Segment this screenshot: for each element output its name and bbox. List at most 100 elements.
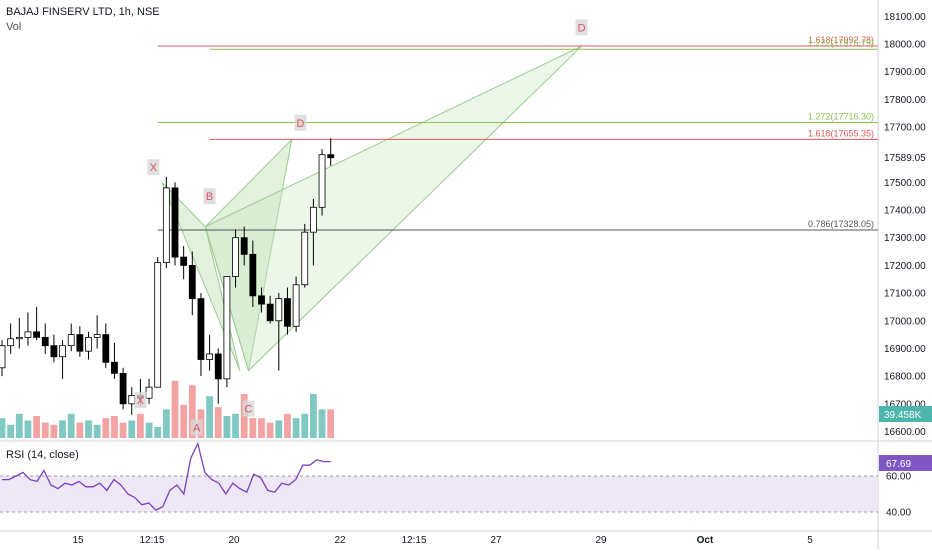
candle-body[interactable] bbox=[33, 331, 40, 338]
volume-bar bbox=[249, 418, 257, 438]
candle-body[interactable] bbox=[111, 361, 118, 374]
candle-body[interactable] bbox=[249, 253, 257, 297]
candle-body[interactable] bbox=[0, 345, 6, 369]
pattern-label-bg bbox=[134, 392, 147, 409]
volume-bar bbox=[119, 422, 127, 438]
price-tick-label: 17700.00 bbox=[884, 123, 926, 134]
rsi-label: RSI (14, close) bbox=[6, 449, 79, 461]
volume-bar bbox=[327, 409, 335, 438]
pattern-label-bg bbox=[190, 419, 203, 436]
volume-bar bbox=[188, 385, 196, 438]
fib-level-label-3: 1.618(17655.35) bbox=[808, 128, 874, 138]
candle-body[interactable] bbox=[171, 187, 179, 258]
candle-body[interactable] bbox=[232, 237, 239, 277]
time-tick-label: 29 bbox=[595, 535, 607, 546]
price-tick-label: 18100.00 bbox=[884, 12, 926, 23]
candle-body[interactable] bbox=[206, 353, 214, 360]
fib-level-label-2: 1.272(17716.30) bbox=[808, 112, 874, 122]
volume-bar bbox=[310, 394, 317, 438]
candle-body[interactable] bbox=[93, 334, 101, 338]
candle-body[interactable] bbox=[145, 386, 153, 399]
candle-body[interactable] bbox=[301, 231, 309, 286]
candle-body[interactable] bbox=[41, 336, 49, 347]
candle-body[interactable] bbox=[180, 256, 188, 266]
candle-body[interactable] bbox=[119, 372, 127, 405]
candle-body[interactable] bbox=[258, 295, 265, 305]
fib-level-label-4: 0.786(17328.05) bbox=[808, 219, 874, 229]
candle-body[interactable] bbox=[15, 336, 23, 340]
price-tick-label: 16600.00 bbox=[884, 427, 926, 438]
price-tick-label: 17800.00 bbox=[884, 95, 926, 106]
pattern-label-b: B bbox=[206, 191, 213, 203]
fib-level-label-0: 1.618(17992.78) bbox=[808, 35, 874, 45]
candle-body[interactable] bbox=[309, 206, 317, 233]
volume-bar bbox=[301, 413, 309, 438]
pattern-bcd-extended-triangle bbox=[204, 45, 582, 372]
volume-bar bbox=[223, 416, 231, 438]
time-tick-label: 20 bbox=[228, 535, 240, 546]
rsi-value-text: 67.69 bbox=[886, 459, 911, 470]
price-tick-label: 16900.00 bbox=[884, 344, 926, 355]
candle-body[interactable] bbox=[318, 154, 326, 208]
candle-body[interactable] bbox=[292, 284, 300, 327]
volume-bar bbox=[93, 424, 101, 438]
price-tick-label: 17589.05 bbox=[884, 153, 926, 164]
volume-value-badge bbox=[879, 406, 932, 422]
candle-body[interactable] bbox=[188, 264, 196, 300]
price-tick-label: 18000.00 bbox=[884, 39, 926, 50]
volume-bar bbox=[266, 422, 274, 438]
pattern-label-c: C bbox=[245, 403, 253, 415]
price-tick-label: 17000.00 bbox=[884, 316, 926, 327]
volume-bar bbox=[76, 422, 84, 438]
time-tick-label: 12:15 bbox=[139, 535, 164, 546]
candle-body[interactable] bbox=[102, 334, 110, 363]
volume-bar bbox=[318, 409, 326, 438]
pattern-label-bg bbox=[147, 159, 160, 176]
candle-body[interactable] bbox=[327, 154, 335, 159]
pattern-label-x: X bbox=[137, 395, 145, 407]
volume-bar bbox=[284, 413, 291, 438]
volume-bar bbox=[24, 420, 32, 438]
candle-body[interactable] bbox=[275, 298, 283, 322]
volume-bar bbox=[275, 420, 283, 438]
volume-bar bbox=[50, 424, 58, 438]
volume-bar bbox=[67, 413, 75, 438]
pattern-label-bg bbox=[242, 400, 255, 417]
candle-body[interactable] bbox=[50, 345, 58, 358]
candle-body[interactable] bbox=[59, 345, 66, 358]
candle-body[interactable] bbox=[24, 331, 32, 338]
candle-body[interactable] bbox=[7, 338, 15, 347]
time-tick-label: 15 bbox=[72, 535, 84, 546]
price-tick-label: 17900.00 bbox=[884, 67, 926, 78]
volume-bar bbox=[7, 424, 15, 438]
candle-body[interactable] bbox=[197, 298, 205, 360]
volume-bar bbox=[41, 422, 49, 438]
volume-bar bbox=[292, 418, 300, 438]
candle-body[interactable] bbox=[76, 334, 84, 352]
volume-bar bbox=[258, 418, 265, 438]
candle-body[interactable] bbox=[266, 303, 274, 322]
candle-body[interactable] bbox=[67, 334, 75, 347]
candle-body[interactable] bbox=[214, 353, 222, 380]
pattern-xab-triangle bbox=[161, 182, 241, 371]
rsi-tick-label: 60.00 bbox=[886, 472, 911, 483]
time-tick-label: 27 bbox=[490, 535, 502, 546]
candle-body[interactable] bbox=[223, 276, 231, 380]
candle-body[interactable] bbox=[284, 298, 291, 327]
volume-bar bbox=[128, 420, 136, 438]
volume-bar bbox=[154, 427, 162, 438]
candle-body[interactable] bbox=[128, 395, 136, 405]
pattern-label-bg bbox=[294, 114, 307, 131]
price-tick-label: 16700.00 bbox=[884, 399, 926, 410]
candle-body[interactable] bbox=[240, 237, 248, 255]
fib-level-label-1: 1.272(17976.79) bbox=[808, 38, 874, 48]
candle-body[interactable] bbox=[162, 187, 170, 264]
volume-bar bbox=[15, 413, 23, 438]
candle-body[interactable] bbox=[85, 336, 92, 352]
volume-bar bbox=[137, 413, 144, 438]
candle-body[interactable] bbox=[154, 262, 162, 388]
price-tick-label: 17500.00 bbox=[884, 178, 926, 189]
volume-bar bbox=[214, 407, 222, 438]
volume-bar bbox=[145, 422, 153, 438]
